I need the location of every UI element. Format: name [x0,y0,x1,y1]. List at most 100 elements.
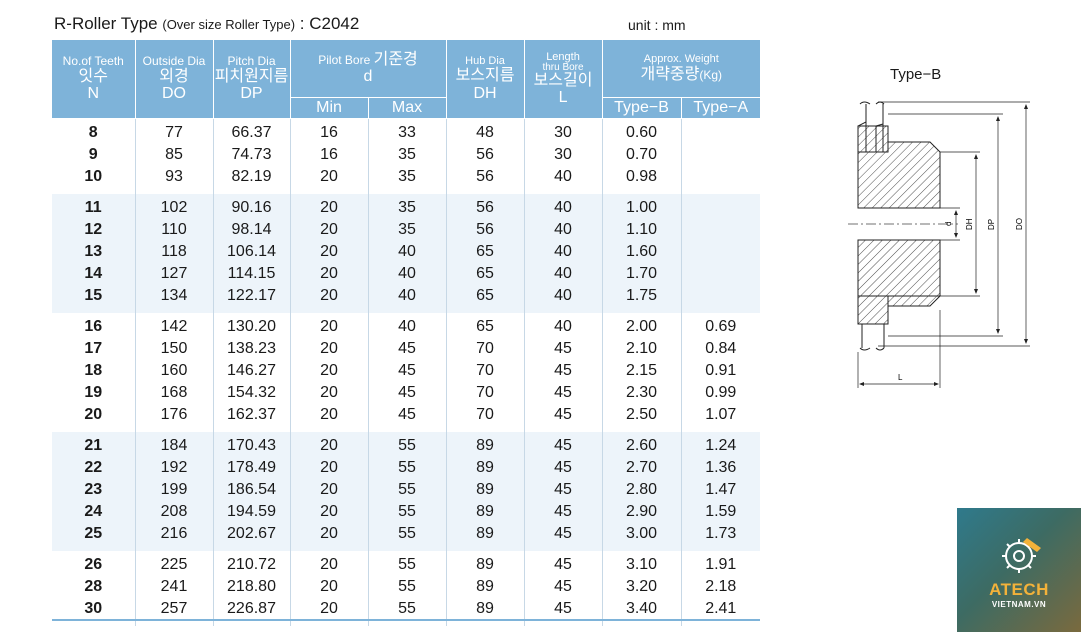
cell-weight-type-a [681,166,760,194]
title-subtitle: (Over size Roller Type) [162,17,296,32]
row-group: 16 142 130.20 20 40 65 40 2.00 0.69 17 150 138.23 20… [52,312,760,432]
cell-weight-type-a [681,284,761,313]
cell-pilot-max: 45 [368,381,447,404]
logo-brand: ATECH [989,580,1049,599]
cell-length: 40 [524,193,603,219]
cell-length: 45 [524,478,603,501]
cell-outside-dia: 85 [135,143,214,166]
cell-weight-type-b: 2.90 [602,500,682,523]
col-weight-type-a-header: Type−A [681,97,761,119]
dim-label-do: DO [1015,218,1024,230]
table-row: 30 257 226.87 20 55 89 45 3.40 2.41 [52,597,760,626]
cell-pilot-min: 20 [290,456,369,479]
table-row: 12 110 98.14 20 35 56 40 1.10 [52,218,761,241]
dim-label-dp: DP [987,219,996,230]
cell-teeth: 26 [52,550,136,576]
cell-teeth: 8 [52,118,136,144]
table-row: 25 216 202.67 20 55 89 45 3.00 1.73 [52,522,761,551]
cell-teeth: 16 [52,312,136,338]
cell-hub-dia: 89 [446,575,525,598]
cell-length: 30 [524,143,603,166]
cell-teeth: 21 [52,431,136,457]
cell-weight-type-b: 2.30 [602,381,682,404]
cell-weight-type-a: 2.18 [705,577,737,595]
diagram-title: Type−B [890,66,942,83]
col-hub-dia-header: Hub Dia 보스지름 DH [446,40,525,119]
table-row: 9 85 74.73 16 35 56 30 0.70 [52,143,760,166]
cell-weight-type-b: 3.00 [602,522,682,551]
table-bottom-rule [52,619,760,621]
row-group: 21 184 170.43 20 55 89 45 2.60 1.24 22 192 178.49 20… [52,431,761,551]
cell-hub-dia: 48 [446,118,525,144]
sprocket-type-b-diagram: d DH DP DO L [848,101,1030,388]
cell-hub-dia: 89 [446,431,525,457]
col-weight-type-b-header: Type−B [602,97,682,119]
cell-hub-dia: 56 [446,218,525,241]
cell-hub-dia: 70 [446,403,525,432]
tooth-upper [857,125,889,153]
cell-pitch-dia: 154.32 [213,381,291,404]
cell-outside-dia: 150 [135,337,214,360]
cell-teeth: 15 [52,284,136,313]
cell-weight-type-a: 1.91 [705,555,737,573]
cell-length: 45 [524,337,603,360]
cell-pilot-max: 55 [368,478,447,501]
cell-pilot-max: 45 [368,403,447,432]
cell-teeth: 25 [52,522,136,551]
cell-pilot-min: 20 [290,431,369,457]
cell-pitch-dia: 90.16 [213,193,291,219]
cell-length: 40 [524,262,603,285]
tooth-lower [857,295,889,325]
col-pilot-max-header: Max [368,97,447,119]
col-weight-header: Approx. Weight 개략중량(Kg) [602,40,761,98]
gear-icon [1002,538,1041,573]
cell-length: 40 [524,312,603,338]
cell-hub-dia: 56 [446,193,525,219]
cell-pitch-dia: 218.80 [213,575,291,598]
cell-pitch-dia: 82.19 [213,165,291,194]
cell-outside-dia: 134 [135,284,214,313]
cell-weight-type-a [681,193,761,219]
cell-outside-dia: 168 [135,381,214,404]
cell-hub-dia: 56 [446,143,525,166]
cell-hub-dia: 89 [446,456,525,479]
table-row: 8 77 66.37 16 33 48 30 0.60 [52,118,760,144]
cell-outside-dia: 184 [135,431,214,457]
cell-weight-type-a: 1.59 [681,500,761,523]
cell-weight-type-b: 2.70 [602,456,682,479]
cell-pitch-dia: 98.14 [213,218,291,241]
table-row: 16 142 130.20 20 40 65 40 2.00 0.69 [52,312,760,338]
cell-pilot-max: 40 [368,240,447,263]
cell-pilot-max: 40 [368,284,447,313]
cell-weight-type-a: 0.69 [705,317,737,335]
cell-pilot-max: 45 [368,337,447,360]
cell-pilot-max: 33 [368,118,447,144]
cell-pilot-max: 55 [368,522,447,551]
cell-length: 45 [524,550,603,576]
cell-weight-type-a [681,118,760,144]
cell-weight-type-b: 2.60 [602,431,682,457]
cell-teeth: 23 [52,478,136,501]
hub-upper-section [857,141,941,209]
cell-pilot-max: 55 [368,597,447,626]
cell-outside-dia: 118 [135,240,214,263]
cell-hub-dia: 89 [446,522,525,551]
cell-pilot-min: 20 [290,575,369,598]
unit-label: unit : mm [628,17,686,33]
cell-pitch-dia: 66.37 [213,118,291,144]
table-row: 17 150 138.23 20 45 70 45 2.10 0.84 [52,337,760,360]
col-teeth-header: No.of Teeth 잇수 N [52,40,136,119]
cell-teeth: 30 [52,597,136,626]
cell-hub-dia: 70 [446,381,525,404]
cell-pilot-min: 20 [290,218,369,241]
cell-pilot-min: 20 [290,193,369,219]
cell-weight-type-b: 2.00 [602,312,682,338]
cell-weight-type-a: 0.99 [705,383,737,401]
cell-hub-dia: 89 [446,550,525,576]
cell-pitch-dia: 122.17 [213,284,291,313]
cell-pitch-dia: 202.67 [213,522,291,551]
cell-weight-type-b: 2.80 [602,478,682,501]
cell-pilot-min: 20 [290,262,369,285]
cell-teeth: 10 [52,165,136,194]
cell-weight-type-a [681,144,760,166]
